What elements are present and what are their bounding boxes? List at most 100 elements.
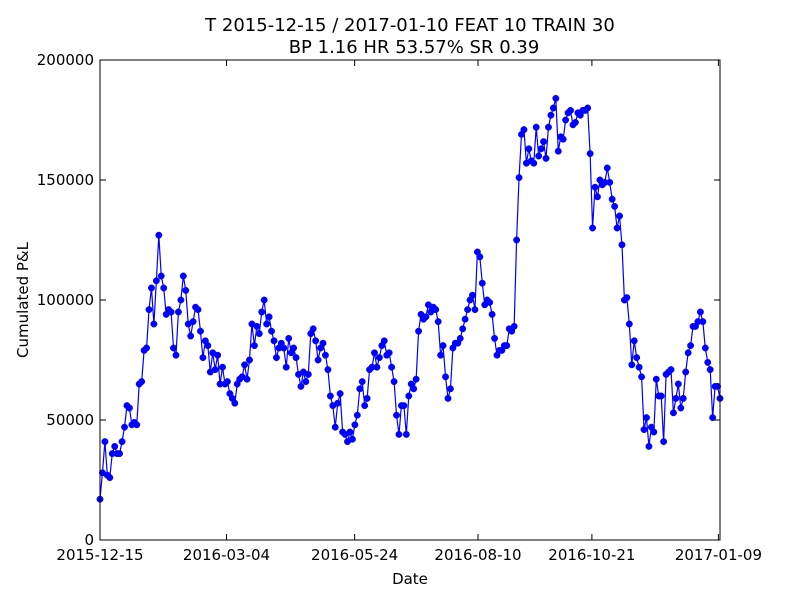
data-point	[290, 344, 298, 352]
data-point	[312, 337, 320, 345]
data-point	[559, 135, 567, 143]
data-point	[121, 423, 128, 431]
data-point	[170, 344, 177, 352]
data-point	[194, 306, 202, 314]
data-point	[706, 366, 714, 374]
data-point	[302, 378, 310, 386]
data-point	[309, 325, 317, 333]
data-point	[322, 351, 329, 359]
data-point	[633, 354, 641, 362]
data-point	[549, 104, 557, 112]
data-point	[476, 253, 484, 261]
data-point	[471, 306, 479, 314]
data-point	[358, 378, 366, 386]
y-tick-label: 200000	[37, 51, 94, 69]
data-point	[118, 438, 126, 446]
data-point	[677, 404, 685, 412]
data-point	[696, 308, 704, 316]
data-point	[106, 474, 114, 482]
data-point	[682, 368, 690, 376]
data-point	[265, 313, 273, 321]
data-point	[535, 152, 543, 160]
data-point	[542, 154, 550, 162]
data-point	[179, 272, 187, 280]
x-tick-label: 2015-12-15	[56, 546, 143, 564]
data-point	[571, 118, 579, 126]
data-point	[699, 318, 707, 326]
data-point	[282, 363, 290, 371]
data-point	[640, 426, 648, 434]
data-point	[111, 442, 119, 450]
data-point	[525, 145, 533, 153]
data-point	[674, 380, 682, 388]
x-tick-label: 2016-08-10	[434, 546, 521, 564]
x-tick-label: 2016-10-21	[548, 546, 635, 564]
data-point	[385, 349, 393, 357]
data-point	[616, 212, 623, 220]
data-point	[143, 344, 151, 352]
axis-ticks: 0 50000 100000 150000 200000 2015-12-15 2016-0…	[37, 51, 762, 564]
data-point	[199, 354, 207, 362]
data-point	[253, 322, 261, 330]
data-point	[432, 306, 440, 314]
data-point	[393, 411, 400, 419]
data-point	[157, 272, 165, 280]
data-point	[167, 308, 175, 316]
data-point	[623, 294, 631, 302]
data-point	[373, 363, 381, 371]
data-point	[513, 236, 521, 244]
y-axis-label: Cumulated P&L	[14, 241, 32, 358]
data-point	[304, 370, 312, 378]
data-point	[197, 327, 204, 335]
data-point	[657, 392, 665, 400]
data-point	[177, 296, 185, 304]
data-point	[630, 337, 638, 345]
data-point	[260, 296, 268, 304]
data-point	[520, 126, 528, 134]
data-point	[189, 318, 197, 326]
data-point	[145, 306, 153, 314]
data-point	[503, 342, 511, 350]
data-point	[589, 224, 597, 232]
data-point	[211, 366, 219, 374]
data-point	[250, 342, 258, 350]
data-point	[380, 337, 388, 345]
data-point	[434, 318, 442, 326]
data-point	[361, 402, 369, 410]
x-tick-label: 2016-03-04	[183, 546, 270, 564]
data-point	[672, 394, 680, 402]
data-point	[439, 342, 447, 350]
data-point	[603, 164, 611, 172]
data-point	[246, 356, 253, 364]
data-point	[155, 231, 163, 239]
data-point	[478, 279, 486, 287]
data-point	[272, 354, 280, 362]
data-point	[353, 411, 361, 419]
data-point	[336, 390, 344, 398]
data-point	[638, 373, 646, 381]
data-point	[258, 308, 266, 316]
chart-title: T 2015-12-15 / 2017-01-10 FEAT 10 TRAIN …	[204, 15, 615, 36]
x-tick-label: 2017-01-09	[675, 546, 762, 564]
data-point	[591, 183, 599, 191]
data-point	[625, 320, 633, 328]
data-point	[331, 423, 339, 431]
data-point	[446, 385, 454, 393]
data-point	[618, 241, 626, 249]
data-point	[116, 450, 124, 458]
y-tick-label: 0	[84, 531, 94, 549]
data-point	[530, 159, 538, 167]
data-point	[415, 327, 423, 335]
data-point	[687, 342, 695, 350]
data-point	[388, 363, 396, 371]
data-point	[346, 428, 354, 436]
data-point	[650, 428, 658, 436]
data-point	[606, 178, 614, 186]
data-point	[488, 310, 496, 318]
data-point	[363, 394, 371, 402]
data-point	[684, 349, 692, 357]
data-point	[324, 366, 332, 374]
data-point	[390, 378, 398, 386]
data-point	[554, 147, 562, 155]
data-point	[586, 150, 594, 158]
